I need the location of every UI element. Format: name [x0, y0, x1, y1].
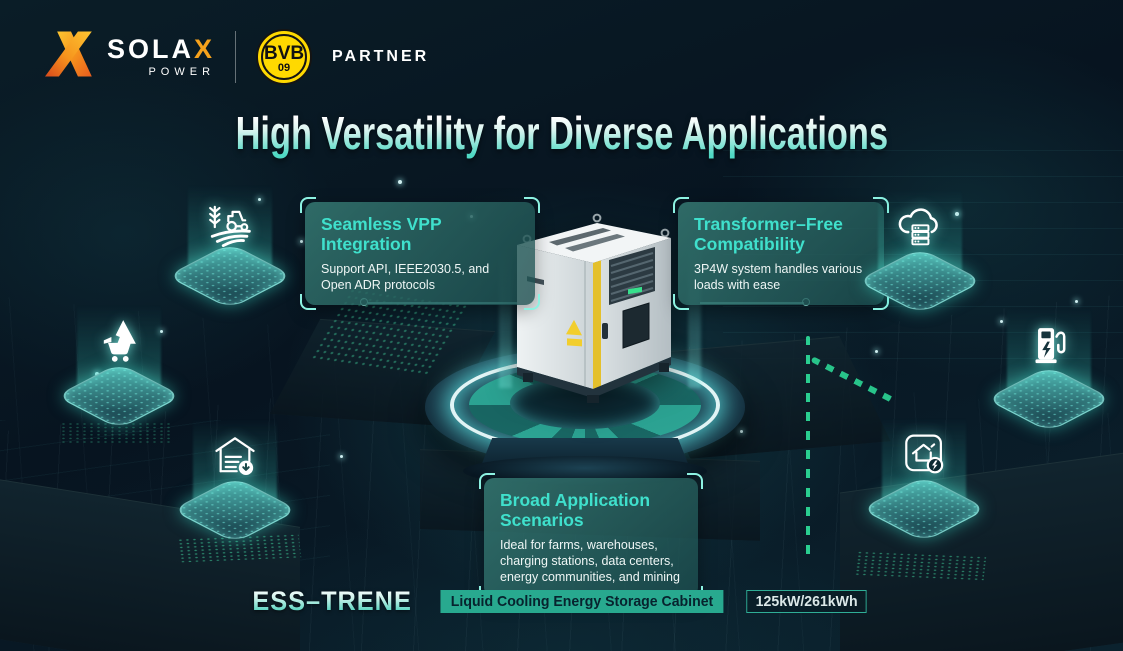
glow-dot: [875, 350, 878, 353]
glow-dot: [340, 455, 343, 458]
bracket-corner: [300, 294, 316, 311]
glow-dot: [740, 430, 743, 433]
solax-x-icon: [45, 28, 97, 85]
bvb-letters: BVB: [263, 42, 305, 64]
ev-charging-icon: [1022, 318, 1076, 372]
glow-dot: [1000, 320, 1003, 323]
callout-heading: Seamless VPP Integration: [321, 214, 442, 254]
glow-dot: [398, 180, 402, 184]
chip-data-center: [856, 190, 984, 350]
callout-heading: Transformer–Free Compatibility: [694, 214, 843, 254]
chip-farm: [166, 185, 294, 345]
chip-ev-charging: [985, 308, 1113, 468]
bvb-logo: BVB 09: [256, 28, 313, 85]
glow-dot: [258, 198, 261, 201]
bracket-corner: [873, 197, 889, 213]
bracket-corner: [673, 294, 689, 311]
product-name: ESS–TRENE: [251, 586, 412, 616]
glow-dot: [300, 240, 303, 243]
callout-body: Support API, IEEE2030.5, and Open ADR pr…: [321, 262, 490, 293]
product-spec-badge: 125kW/261kWh: [746, 590, 868, 613]
bracket-corner: [687, 473, 703, 489]
callout-transformer-free: Transformer–Free Compatibility 3P4W syst…: [673, 197, 889, 311]
solax-name: SOLAX: [107, 33, 216, 64]
energy-storage-cabinet: [505, 205, 685, 403]
chip-mining: [55, 305, 183, 465]
callout-broad-application: Broad Application Scenarios Ideal for fa…: [479, 473, 703, 603]
chip-surface: [860, 475, 988, 543]
solax-wordmark: SOLAX POWER: [107, 33, 216, 78]
partner-label: PARTNER: [332, 47, 430, 65]
title-wrap: High Versatility for Diverse Application…: [0, 108, 1123, 160]
mining-cart-icon: [92, 315, 146, 369]
chip-surface: [856, 247, 984, 315]
cloud-server-icon: [893, 200, 947, 254]
chip-home-energy: [860, 418, 988, 578]
bracket-corner: [524, 197, 540, 213]
chip-surface: [985, 365, 1113, 433]
bracket-corner: [300, 197, 316, 213]
callout-body: 3P4W system handles various loads with e…: [694, 262, 863, 293]
callout-body: Ideal for farms, warehouses, charging st…: [500, 538, 680, 585]
solax-power-label: POWER: [148, 65, 216, 78]
solax-logo: SOLAX POWER: [45, 28, 215, 85]
glow-dot: [1075, 300, 1078, 303]
dashed-line: [806, 336, 810, 564]
bracket-corner: [873, 294, 889, 311]
warehouse-icon: [208, 429, 262, 483]
bracket-corner: [673, 197, 689, 213]
farm-icon: [203, 195, 257, 249]
chip-surface: [55, 362, 183, 430]
product-footer: ESS–TRENE Liquid Cooling Energy Storage …: [252, 586, 871, 617]
home-energy-icon: [897, 428, 951, 482]
logo-divider: [235, 30, 237, 83]
chip-surface: [171, 476, 299, 544]
callout-vpp-integration: Seamless VPP Integration Support API, IE…: [300, 197, 540, 311]
header: SOLAX POWER BVB 09 PARTNER: [45, 28, 429, 85]
glow-dot: [955, 212, 959, 216]
product-descriptor-badge: Liquid Cooling Energy Storage Cabinet: [440, 590, 724, 613]
page-title: High Versatility for Diverse Application…: [235, 108, 888, 160]
chip-warehouse: [171, 419, 299, 579]
callout-heading: Broad Application Scenarios: [500, 490, 651, 530]
glow-dot: [160, 330, 163, 333]
bracket-corner: [479, 473, 495, 489]
bvb-number: 09: [277, 61, 291, 74]
chip-surface: [166, 242, 294, 310]
bracket-corner: [524, 294, 540, 311]
center-platform: [415, 338, 755, 488]
